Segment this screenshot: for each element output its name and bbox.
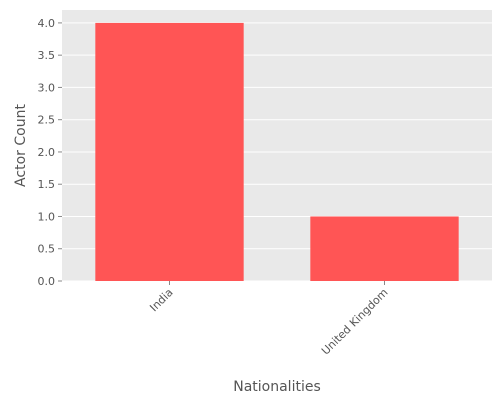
y-tick-label: 2.5 bbox=[38, 114, 56, 127]
x-tick-label: United Kingdom bbox=[319, 286, 391, 358]
y-axis-ticks: 0.0 0.5 1.0 1.5 2.0 2.5 3.0 3.5 4.0 bbox=[38, 17, 62, 288]
x-tick-label: India bbox=[147, 286, 175, 314]
y-tick-label: 0.0 bbox=[38, 275, 56, 288]
x-axis-ticks: India United Kingdom bbox=[147, 281, 391, 358]
bars bbox=[95, 22, 459, 282]
x-axis-label: Nationalities bbox=[233, 379, 321, 395]
y-tick-label: 4.0 bbox=[38, 17, 56, 30]
y-tick-label: 1.5 bbox=[38, 178, 56, 191]
y-axis-label: Actor Count bbox=[13, 104, 29, 187]
bar-united-kingdom bbox=[310, 216, 459, 281]
y-tick-label: 3.0 bbox=[38, 81, 56, 94]
bar-india bbox=[95, 22, 244, 282]
y-tick-label: 0.5 bbox=[38, 243, 56, 256]
y-tick-label: 3.5 bbox=[38, 49, 56, 62]
y-tick-label: 1.0 bbox=[38, 210, 56, 223]
y-tick-label: 2.0 bbox=[38, 146, 56, 159]
